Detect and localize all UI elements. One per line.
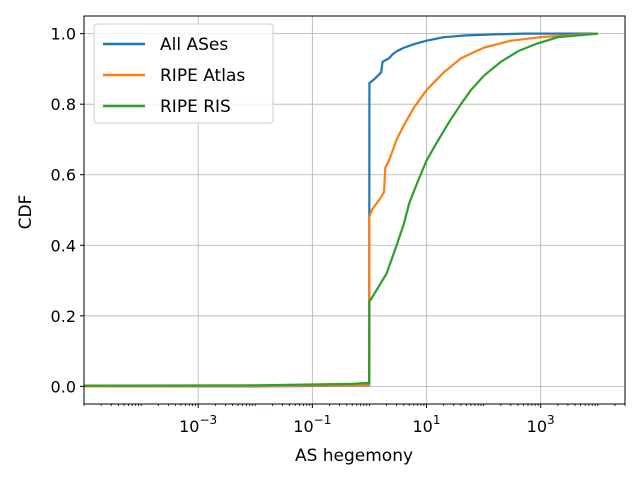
plot-frame	[83, 15, 626, 405]
y-tick-label: 0.6	[51, 166, 76, 185]
legend: All ASes RIPE Atlas RIPE RIS	[93, 23, 274, 124]
series-lines	[83, 32, 598, 388]
x-tick-exponent: −1	[314, 413, 332, 427]
series-line-ripe-ris	[83, 32, 598, 387]
x-tick-label: 101	[413, 413, 441, 436]
x-tick-base: 10	[527, 417, 547, 436]
x-tick-label: 10−1	[293, 413, 331, 436]
grid	[84, 16, 625, 404]
y-tick-label: 0.8	[51, 95, 76, 114]
legend-label: RIPE Atlas	[160, 66, 245, 86]
y-tick-label: 0.2	[51, 307, 76, 326]
legend-label: RIPE RIS	[160, 97, 231, 117]
x-tick-label: 103	[527, 413, 555, 436]
x-axis-label: AS hegemony	[295, 446, 413, 466]
x-tick-base: 10	[179, 417, 199, 436]
x-tick-exponent: 3	[547, 413, 555, 427]
axis-ticks: 0.00.20.40.60.81.010−3 10−1 101 103	[51, 25, 626, 436]
legend-label: All ASes	[160, 35, 228, 55]
y-tick-label: 0.0	[51, 377, 76, 396]
x-tick-base: 10	[293, 417, 313, 436]
y-axis-label: CDF	[16, 195, 36, 230]
x-tick-exponent: 1	[433, 413, 441, 427]
x-tick-exponent: −3	[199, 413, 217, 427]
x-tick-label: 10−3	[179, 413, 217, 436]
y-tick-label: 0.4	[51, 236, 76, 255]
legend-box	[93, 23, 274, 124]
x-tick-base: 10	[413, 417, 433, 436]
y-tick-label: 1.0	[51, 25, 76, 44]
